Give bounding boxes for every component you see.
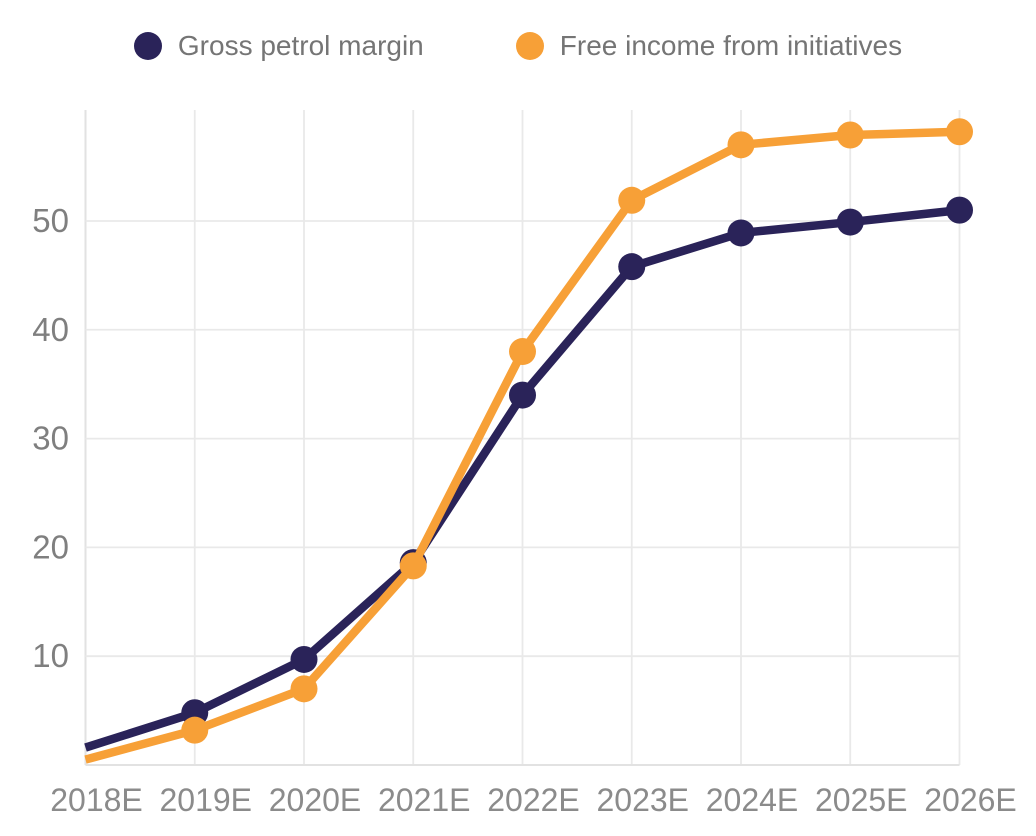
data-point-marker-gross-petrol-margin xyxy=(836,208,864,236)
x-tick-label: 2022E xyxy=(487,782,580,818)
x-tick-label: 2018E xyxy=(50,782,143,818)
legend-marker-free-income-from-initiatives-icon xyxy=(515,32,544,60)
axis-label-layer: 10 20 30 40 50 2018E 2019E 2020E 2021E 2022E 2023E… xyxy=(32,202,1016,818)
legend-item-gross-petrol-margin[interactable]: Gross petrol margin xyxy=(133,30,424,62)
x-tick-label: 2020E xyxy=(269,782,362,818)
legend-label-gross-petrol-margin: Gross petrol margin xyxy=(177,30,424,61)
data-point-marker-free-income-from-initiatives xyxy=(509,338,536,366)
data-point-marker-gross-petrol-margin xyxy=(509,381,536,409)
y-tick-label: 40 xyxy=(32,311,69,348)
grid-layer xyxy=(84,110,961,766)
x-tick-label: 2026E xyxy=(924,782,1017,818)
data-point-marker-free-income-from-initiatives xyxy=(618,186,646,214)
chart-legend: Gross petrol margin Free income from ini… xyxy=(0,30,1036,62)
x-tick-label: 2023E xyxy=(596,782,689,818)
data-point-marker-gross-petrol-margin xyxy=(727,219,755,247)
data-point-marker-gross-petrol-margin xyxy=(946,196,973,224)
data-point-marker-free-income-from-initiatives xyxy=(946,118,973,146)
x-tick-label: 2025E xyxy=(815,782,908,818)
data-point-marker-free-income-from-initiatives xyxy=(727,131,755,159)
series-layer xyxy=(84,118,973,764)
data-point-marker-gross-petrol-margin xyxy=(618,253,646,281)
legend-item-free-income-from-initiatives[interactable]: Free income from initiatives xyxy=(515,30,903,62)
y-tick-label: 10 xyxy=(32,637,69,674)
data-point-marker-free-income-from-initiatives xyxy=(399,552,427,580)
data-point-marker-free-income-from-initiatives xyxy=(836,121,864,149)
y-tick-label: 20 xyxy=(32,528,69,565)
data-point-marker-free-income-from-initiatives xyxy=(181,716,209,744)
legend-marker-gross-petrol-margin-icon xyxy=(133,32,162,60)
x-tick-label: 2019E xyxy=(159,782,252,818)
data-point-marker-free-income-from-initiatives xyxy=(290,675,318,703)
x-tick-label: 2021E xyxy=(378,782,471,818)
y-tick-label: 50 xyxy=(32,202,69,239)
data-point-marker-gross-petrol-margin xyxy=(290,645,318,673)
y-tick-label: 30 xyxy=(32,420,69,457)
x-tick-label: 2024E xyxy=(706,782,799,818)
legend-label-free-income-from-initiatives: Free income from initiatives xyxy=(559,30,903,61)
